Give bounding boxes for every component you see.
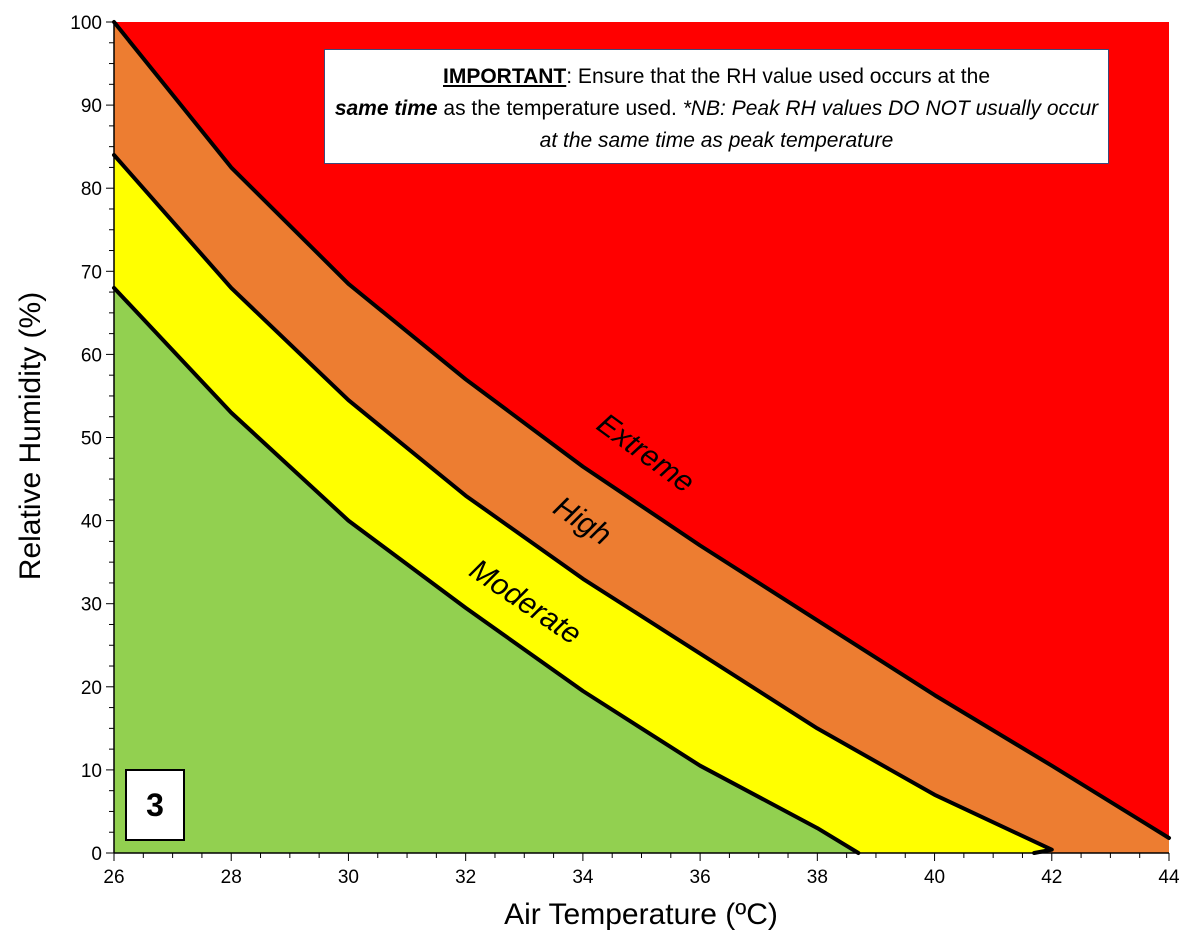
boundary-line-moderate [112, 285, 861, 855]
x-tick-label: 34 [572, 867, 594, 888]
y-tick-label: 50 [81, 429, 102, 450]
note-text-1: : Ensure that the RH value used occurs a… [566, 65, 990, 88]
x-tick-label: 42 [1041, 867, 1062, 888]
x-tick-label: 40 [924, 867, 945, 888]
y-tick-label: 20 [81, 678, 102, 699]
y-tick-label: 80 [81, 179, 102, 200]
x-tick-label: 28 [221, 867, 242, 888]
note-text-2: as the temperature used. [437, 97, 683, 120]
x-axis-title: Air Temperature (ºC) [504, 898, 778, 931]
boundary-line-high [112, 153, 1054, 855]
y-tick-label: 0 [91, 844, 102, 865]
x-tick-label: 32 [455, 867, 476, 888]
axis-ticks: 26 28 30 32 34 36 38 40 42 44 0 10 20 30 40 50 60 70 80 90 1… [70, 13, 1180, 888]
note-same-time: same time [334, 97, 438, 120]
x-tick-label: 44 [1158, 867, 1180, 888]
note-nb-text: *NB: Peak RH values DO NOT usually occur… [539, 97, 1099, 152]
note-important-label: IMPORTANT [443, 65, 567, 88]
y-tick-label: 30 [81, 595, 102, 616]
y-tick-label: 60 [81, 345, 102, 366]
y-tick-label: 40 [81, 512, 102, 533]
important-note-box: IMPORTANT: Ensure that the RH value used… [324, 49, 1109, 164]
y-tick-label: 90 [81, 96, 102, 117]
y-axis-title: Relative Humidity (%) [14, 292, 47, 580]
x-tick-label: 30 [338, 867, 359, 888]
x-tick-label: 36 [690, 867, 711, 888]
x-tick-label: 26 [103, 867, 124, 888]
boundary-line-extreme [112, 20, 1171, 840]
y-tick-label: 100 [70, 13, 102, 34]
zone-boundary-lines [112, 20, 1171, 855]
y-tick-label: 10 [81, 761, 102, 782]
y-tick-label: 70 [81, 262, 102, 283]
zone-low [114, 287, 859, 853]
x-tick-label: 38 [807, 867, 828, 888]
panel-number-badge: 3 [125, 769, 185, 841]
